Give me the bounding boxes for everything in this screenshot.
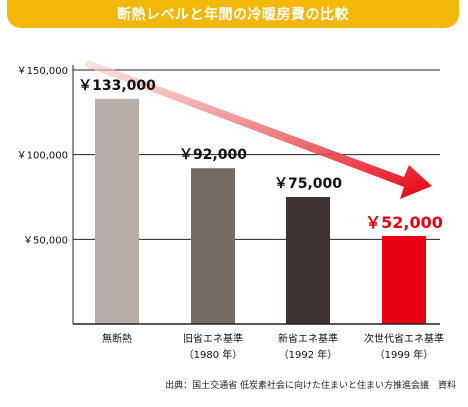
chart-title: 断熱レベルと年間の冷暖房費の比較: [117, 7, 349, 23]
title-banner: 断熱レベルと年間の冷暖房費の比較: [7, 0, 459, 28]
category-sublabel: （1992 年）: [279, 348, 338, 361]
bar: [382, 235, 426, 324]
x-axis-categories: 無断熱 旧省エネ基準 （1980 年） 新省エネ基準 （1992 年） 次世代省エネ基準 （…: [102, 332, 444, 361]
y-axis-ticks: ￥50,000 ￥100,000 ￥150,000: [17, 66, 68, 246]
value-labels: ￥133,000 ￥92,000 ￥75,000 ￥52,000: [78, 78, 443, 232]
category-label: 次世代省エネ基準: [364, 332, 444, 345]
bar: [95, 98, 139, 324]
value-label: ￥75,000: [274, 176, 342, 192]
bar: [191, 168, 235, 324]
trend-arrow: [84, 60, 432, 199]
value-label: ￥133,000: [78, 78, 156, 94]
category-label: 無断熱: [102, 332, 132, 345]
trend-arrow-shape: [84, 60, 432, 199]
y-tick-label: ￥100,000: [17, 151, 68, 162]
category-sublabel: （1980 年）: [184, 348, 243, 361]
y-tick-label: ￥150,000: [17, 66, 68, 77]
category-sublabel: （1999 年）: [375, 348, 434, 361]
category-label: 新省エネ基準: [278, 332, 338, 345]
source-note: 出典：国土交通省 低炭素社会に向けた住まいと住まい方推進会議 資料: [165, 381, 456, 391]
bar: [286, 197, 330, 324]
category-label: 旧省エネ基準: [183, 332, 243, 345]
value-label: ￥92,000: [179, 147, 247, 163]
y-tick-label: ￥50,000: [23, 235, 68, 246]
bars: [95, 98, 426, 324]
value-label: ￥52,000: [365, 213, 443, 232]
